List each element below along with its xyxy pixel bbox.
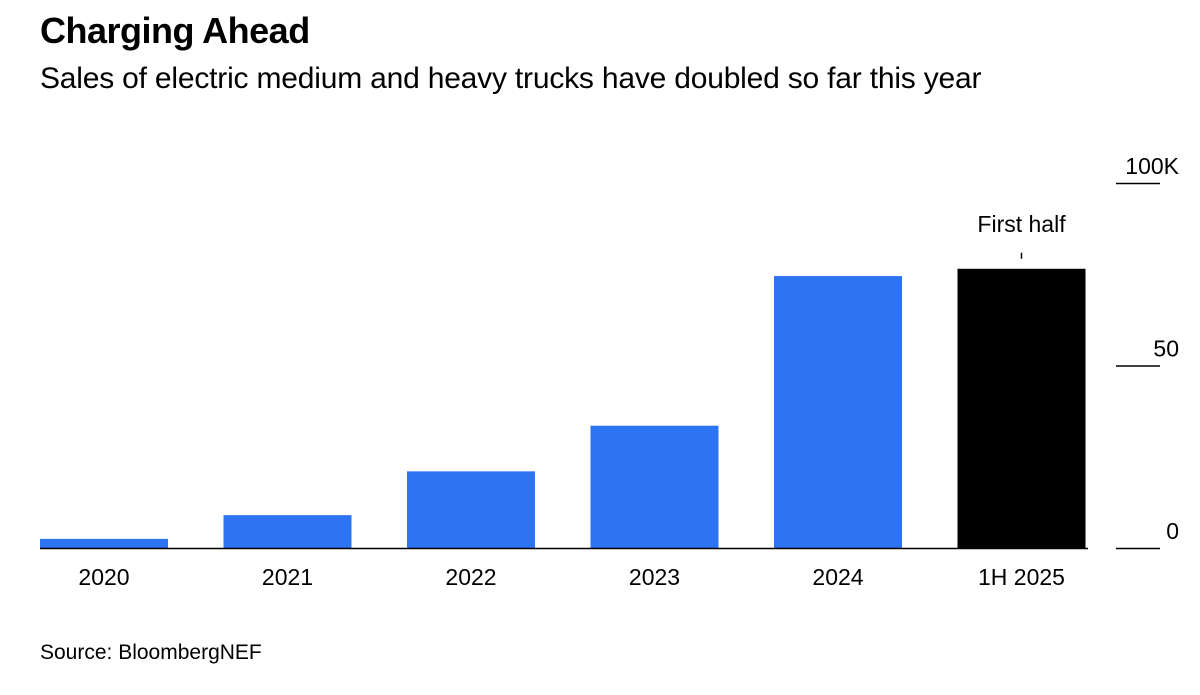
y-tick-label: 100K xyxy=(1125,153,1179,179)
x-tick-label: 2021 xyxy=(262,564,313,590)
bar-2023 xyxy=(590,425,719,548)
source-note: Source: BloombergNEF xyxy=(40,641,262,664)
chart-subtitle: Sales of electric medium and heavy truck… xyxy=(40,62,982,95)
y-tick-label: 0 xyxy=(1166,518,1179,544)
chart-title: Charging Ahead xyxy=(40,10,310,51)
bar-2022 xyxy=(407,471,535,548)
bar-2024 xyxy=(774,276,902,548)
bar-1h-2025 xyxy=(957,268,1086,548)
x-tick-label: 2022 xyxy=(445,564,496,590)
annotation-label: First half xyxy=(977,211,1066,237)
x-tick-label: 1H 2025 xyxy=(978,564,1065,590)
x-tick-label: 2024 xyxy=(812,564,863,590)
x-tick-label: 2023 xyxy=(629,564,680,590)
x-tick-label: 2020 xyxy=(78,564,129,590)
bar-2021 xyxy=(223,515,352,548)
bar-2020 xyxy=(40,538,168,548)
y-tick-label: 50 xyxy=(1153,336,1179,362)
